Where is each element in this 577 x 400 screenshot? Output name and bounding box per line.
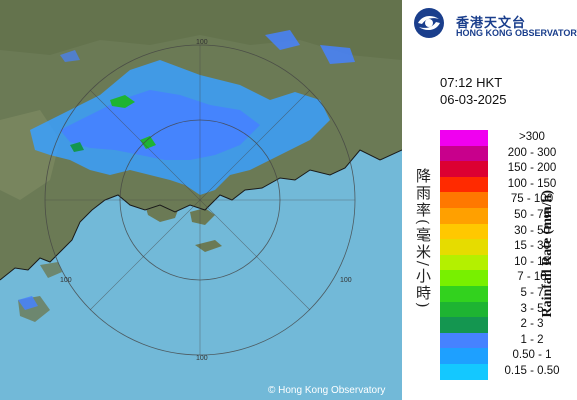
legend-item: 50 - 75 <box>440 207 575 224</box>
legend-label: 75 - 100 <box>510 193 554 206</box>
legend-swatch <box>440 145 488 162</box>
legend-label: 3 - 5 <box>520 302 544 315</box>
logo-name-cn: 香港天文台 <box>456 16 527 31</box>
date-label: 06-03-2025 <box>440 92 507 107</box>
legend-item: 1 - 2 <box>440 332 575 349</box>
legend-label: 15 - 30 <box>514 240 550 253</box>
legend-item: 0.50 - 1 <box>440 348 575 364</box>
legend-swatch <box>440 239 488 255</box>
legend-swatch <box>440 285 488 302</box>
legend-swatch <box>440 317 488 333</box>
legend-item: 15 - 30 <box>440 239 575 255</box>
legend-item: 30 - 50 <box>440 223 575 240</box>
legend-swatch <box>440 207 488 224</box>
copyright-text: © Hong Kong Observatory <box>268 385 386 396</box>
legend-item: 7 - 10 <box>440 270 575 286</box>
legend-swatch <box>440 161 488 177</box>
legend-swatch <box>440 332 488 349</box>
legend-item: 2 - 3 <box>440 317 575 333</box>
legend-label: 10 - 15 <box>514 255 550 268</box>
range-label-right: 100 <box>340 277 352 284</box>
legend-label: 1 - 2 <box>520 333 544 346</box>
legend-item: 3 - 5 <box>440 301 575 318</box>
legend-title-en: Rainfall Rate (mm/h) <box>540 190 555 318</box>
legend-item: 10 - 15 <box>440 254 575 271</box>
legend-swatch <box>440 254 488 271</box>
rainfall-legend: >300 200 - 300 150 - 200 100 - 150 75 - 100 5… <box>440 130 575 380</box>
legend-panel: 香港天文台 HONG KONG OBSERVATORY 07:12 HKT 06… <box>402 0 577 400</box>
legend-label: 50 - 75 <box>514 208 550 221</box>
logo-name-en: HONG KONG OBSERVATORY <box>456 28 577 38</box>
legend-label: 30 - 50 <box>514 224 550 237</box>
legend-swatch <box>440 130 488 146</box>
legend-item: 5 - 7 <box>440 285 575 302</box>
legend-label: 100 - 150 <box>507 177 557 190</box>
legend-item: 100 - 150 <box>440 176 575 193</box>
range-label-top: 100 <box>196 39 208 46</box>
legend-swatch <box>440 192 488 208</box>
hko-logo-icon <box>414 8 444 38</box>
legend-swatch <box>440 270 488 286</box>
legend-item: 0.15 - 0.50 <box>440 363 575 380</box>
radar-map: 100 100 100 100 © Hong Kong Observatory <box>0 0 402 400</box>
legend-label: 200 - 300 <box>507 146 557 159</box>
legend-swatch <box>440 176 488 193</box>
legend-label: 150 - 200 <box>507 162 557 175</box>
legend-label: 2 - 3 <box>520 318 544 331</box>
radar-map-svg: 100 100 100 100 <box>0 0 402 362</box>
hko-logo: 香港天文台 HONG KONG OBSERVATORY <box>412 6 577 40</box>
legend-label: >300 <box>519 131 545 143</box>
legend-label: 0.50 - 1 <box>512 349 552 362</box>
legend-swatch <box>440 363 488 380</box>
time-label: 07:12 HKT <box>440 75 503 90</box>
legend-item: 75 - 100 <box>440 192 575 208</box>
legend-label: 0.15 - 0.50 <box>504 364 560 377</box>
legend-label: 5 - 7 <box>520 286 544 299</box>
legend-swatch <box>440 223 488 240</box>
range-label-left: 100 <box>60 277 72 284</box>
legend-label: 7 - 10 <box>517 271 547 284</box>
legend-swatch <box>440 301 488 318</box>
range-label-bottom: 100 <box>196 355 208 362</box>
legend-item: 200 - 300 <box>440 145 575 162</box>
legend-item: >300 <box>440 130 575 146</box>
legend-swatch <box>440 348 488 364</box>
legend-item: 150 - 200 <box>440 161 575 177</box>
legend-title-cn: 降雨率(毫米/小時) <box>414 168 432 310</box>
